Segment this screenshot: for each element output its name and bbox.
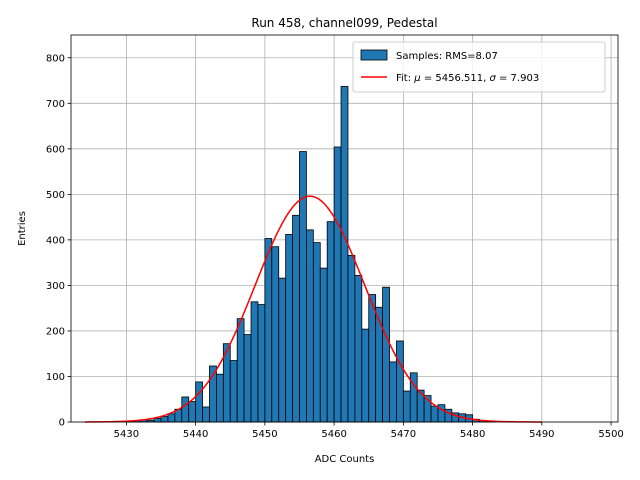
axis-ticks: 5430 5440 5450 5460 5470 5480 5490 5500 0 100 200 3… bbox=[46, 53, 624, 440]
histogram-bar bbox=[402, 390, 411, 423]
histogram-bar bbox=[430, 405, 439, 423]
legend-fit-label: Fit: μ = 5456.511, σ = 7.903 bbox=[396, 73, 539, 84]
x-axis-label: ADC Counts bbox=[315, 454, 375, 465]
legend-box bbox=[352, 41, 606, 93]
legend: Samples: RMS=8.07 Fit: μ = 5456.511, σ =… bbox=[352, 41, 606, 93]
histogram-bars bbox=[125, 86, 494, 423]
x-tick-label: 5470 bbox=[391, 429, 416, 440]
histogram-bar bbox=[167, 413, 176, 423]
x-tick-label: 5460 bbox=[321, 429, 346, 440]
legend-histogram-label: Samples: RMS=8.07 bbox=[396, 51, 498, 62]
histogram-bar bbox=[188, 401, 197, 423]
histogram-bar bbox=[319, 267, 328, 423]
x-tick-label: 5480 bbox=[460, 429, 485, 440]
y-tick-label: 600 bbox=[46, 144, 65, 155]
histogram-bar bbox=[229, 360, 238, 423]
y-tick-label: 700 bbox=[46, 99, 65, 110]
legend-fit-mu-value: = 5456.511, bbox=[421, 73, 490, 84]
histogram-bar bbox=[285, 234, 293, 423]
y-tick-label: 400 bbox=[46, 235, 65, 246]
y-tick-label: 200 bbox=[46, 326, 65, 337]
x-tick-label: 5430 bbox=[114, 429, 139, 440]
fit-curve-layer bbox=[84, 195, 542, 423]
histogram-bar bbox=[195, 381, 203, 423]
histogram-bar bbox=[340, 86, 349, 423]
histogram-bar bbox=[216, 373, 224, 423]
x-tick-label: 5500 bbox=[598, 429, 623, 440]
legend-histogram-swatch bbox=[360, 49, 388, 61]
histogram-bar bbox=[202, 406, 210, 423]
histogram-bar bbox=[250, 301, 259, 423]
legend-fit-sigma-value: = 7.903 bbox=[496, 73, 539, 84]
x-tick-label: 5490 bbox=[529, 429, 554, 440]
histogram-bar bbox=[354, 274, 363, 423]
histogram-bar bbox=[243, 334, 252, 423]
x-tick-label: 5440 bbox=[183, 429, 208, 440]
y-tick-label: 0 bbox=[59, 418, 65, 429]
histogram-bar bbox=[368, 294, 377, 423]
histogram-bar bbox=[160, 416, 169, 423]
plot-frame bbox=[70, 34, 619, 423]
histogram-bar bbox=[153, 417, 162, 423]
histogram-bar bbox=[312, 242, 321, 423]
fit-curve bbox=[84, 195, 542, 423]
y-tick-label: 800 bbox=[46, 53, 65, 64]
histogram-bar bbox=[326, 221, 335, 423]
histogram-bar bbox=[382, 286, 390, 423]
legend-fit-mu-symbol: μ bbox=[413, 73, 420, 84]
histogram-bar bbox=[257, 304, 266, 423]
histogram-bar bbox=[389, 361, 397, 423]
histogram-bar bbox=[292, 214, 300, 423]
y-axis-label: Entries bbox=[17, 211, 28, 246]
legend-fit-sigma-symbol: σ bbox=[489, 73, 496, 84]
y-tick-label: 100 bbox=[46, 372, 65, 383]
histogram-bar bbox=[306, 229, 314, 423]
histogram-bar bbox=[264, 238, 273, 423]
histogram-bar bbox=[278, 277, 287, 423]
histogram-bar bbox=[299, 151, 307, 423]
x-tick-label: 5450 bbox=[252, 429, 277, 440]
histogram-bar bbox=[347, 254, 356, 423]
histogram-bar bbox=[181, 396, 190, 423]
histogram-bar bbox=[236, 318, 245, 423]
y-tick-label: 500 bbox=[46, 190, 65, 201]
y-tick-label: 300 bbox=[46, 281, 65, 292]
legend-fit-prefix: Fit: bbox=[396, 73, 414, 84]
histogram-bar bbox=[333, 146, 342, 423]
histogram-bar bbox=[271, 246, 280, 423]
chart-title: Run 458, channel099, Pedestal bbox=[251, 16, 437, 30]
histogram-bar bbox=[361, 328, 370, 423]
histogram-bar bbox=[396, 340, 404, 423]
